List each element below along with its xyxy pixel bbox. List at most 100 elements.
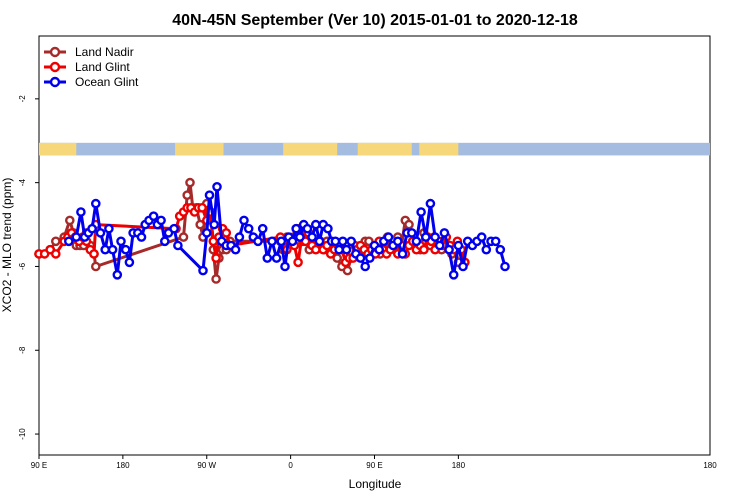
data-point (495, 244, 506, 255)
x-axis-label: Longitude (349, 477, 402, 491)
data-point (302, 223, 313, 234)
data-point (51, 249, 61, 259)
data-point (392, 236, 403, 247)
data-point (341, 244, 352, 255)
x-tick-label: 0 (288, 461, 293, 470)
data-point (404, 219, 414, 230)
data-point (173, 240, 183, 251)
data-point (490, 236, 501, 247)
data-point (334, 244, 344, 255)
x-axis: 90 E 180 90 W 0 90 E 180 180 (31, 455, 717, 470)
y-tick-label: -4 (18, 179, 27, 187)
data-point (267, 236, 277, 247)
data-point (271, 253, 282, 263)
data-point (420, 232, 431, 242)
data-point (71, 232, 82, 242)
data-point (195, 219, 205, 230)
data-point (91, 261, 101, 272)
data-point (221, 228, 232, 238)
data-point (182, 190, 192, 200)
data-point (87, 223, 97, 234)
data-point (430, 232, 440, 242)
data-point (65, 215, 75, 226)
legend-label: Land Glint (75, 60, 130, 74)
data-point (439, 228, 450, 238)
data-point (156, 215, 166, 226)
data-point (169, 223, 179, 234)
legend-label: Ocean Glint (75, 75, 139, 89)
data-point (355, 253, 366, 263)
x-tick-label: 180 (703, 461, 717, 470)
data-point (100, 244, 110, 255)
y-tick-label: -10 (18, 428, 27, 440)
data-point (330, 236, 341, 247)
data-point (136, 232, 147, 242)
data-point (104, 223, 114, 234)
data-point (310, 219, 321, 230)
data-point (120, 244, 131, 255)
data-point (239, 215, 249, 226)
data-point (178, 232, 189, 242)
data-point (500, 261, 510, 272)
chart-title: 40N-45N September (Ver 10) 2015-01-01 to… (172, 12, 578, 29)
data-point (360, 261, 371, 272)
data-point (243, 223, 254, 234)
y-axis-label: XCO2 - MLO trend (ppm) (0, 178, 14, 313)
data-point (444, 244, 454, 255)
y-tick-label: -8 (18, 346, 27, 354)
data-point (346, 236, 357, 247)
data-point (159, 236, 170, 247)
data-point (419, 244, 429, 255)
land-ocean-strip (39, 142, 710, 156)
data-point (51, 236, 61, 247)
data-point (212, 181, 222, 192)
data-point (291, 223, 302, 234)
data-point (253, 236, 263, 247)
data-point (64, 236, 74, 247)
x-tick-label: 180 (116, 461, 130, 470)
data-point (262, 253, 273, 263)
land-band (39, 142, 77, 156)
data-point (211, 253, 221, 263)
data-point (201, 228, 212, 238)
data-point (411, 236, 422, 247)
data-point (107, 244, 118, 255)
data-point (204, 190, 215, 200)
data-point (234, 232, 245, 242)
legend-label: Land Nadir (75, 45, 134, 59)
data-point (476, 232, 487, 242)
data-point (397, 249, 408, 259)
data-point (89, 249, 99, 259)
data-point (76, 207, 86, 217)
x-tick-label: 90 E (31, 461, 47, 470)
data-point (458, 261, 468, 272)
data-point (406, 228, 417, 238)
x-tick-label: 180 (452, 461, 466, 470)
data-point (91, 198, 101, 209)
data-point (124, 257, 135, 268)
data-point (198, 265, 208, 276)
data-point (295, 232, 305, 242)
y-tick-label: -2 (18, 95, 27, 103)
land-band (175, 142, 224, 156)
legend-marker (49, 76, 61, 88)
y-axis: -2 -4 -6 -8 -10 (18, 95, 39, 440)
land-band (283, 142, 338, 156)
data-point (342, 265, 353, 276)
data-point (230, 244, 241, 255)
data-point (307, 232, 317, 242)
data-point (323, 223, 333, 234)
data-point (112, 269, 123, 280)
land-band (419, 142, 459, 156)
data-point (434, 240, 445, 251)
data-point (287, 236, 298, 247)
data-point (416, 207, 426, 217)
data-point (280, 261, 290, 272)
data-point (95, 228, 106, 238)
data-point (310, 244, 321, 255)
data-point (453, 240, 464, 251)
data-point (293, 257, 303, 268)
series-layer (34, 177, 510, 284)
